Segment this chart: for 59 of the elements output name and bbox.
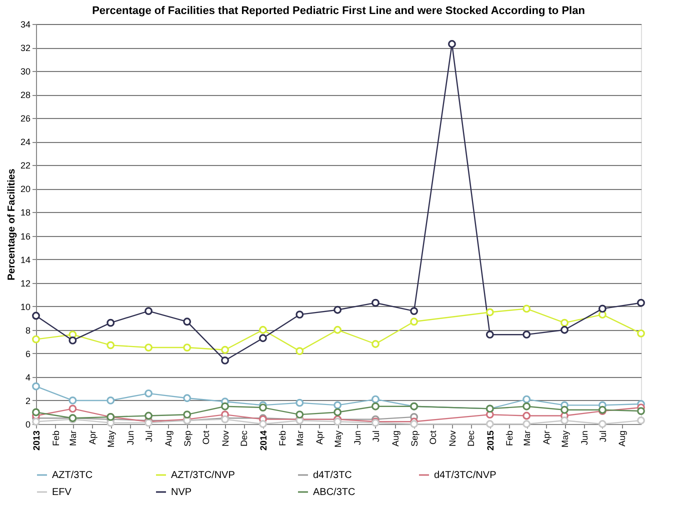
x-tick-label: Apr <box>87 430 98 445</box>
legend-label: AZT/3TC <box>52 470 93 481</box>
x-tick-label: Apr <box>541 430 552 445</box>
x-tick-label: Sep <box>182 430 193 447</box>
x-tick-label: 2014 <box>258 430 268 451</box>
y-tick-label: 26 <box>20 114 30 124</box>
y-tick-label: 22 <box>20 160 30 171</box>
legend-label: EFV <box>52 487 72 498</box>
x-tick-label: May <box>333 430 344 448</box>
y-tick-label: 32 <box>20 43 30 54</box>
y-tick-label: 34 <box>20 20 30 30</box>
y-tick-label: 4 <box>25 372 30 382</box>
legend-label: d4T/3TC <box>313 470 352 481</box>
x-tick-label: Nov <box>447 430 458 447</box>
y-tick-label: 16 <box>20 231 30 242</box>
x-tick-label: Aug <box>163 430 174 447</box>
x-tick-label: Aug <box>390 430 400 447</box>
y-tick-label: 2 <box>25 396 30 406</box>
x-tick-label: Jul <box>370 430 381 442</box>
x-tick-label: Jun <box>579 430 590 446</box>
y-tick-label: 18 <box>20 208 30 218</box>
legend-label: NVP <box>171 487 192 498</box>
y-tick-label: 14 <box>20 254 30 265</box>
x-tick-label: Oct <box>201 430 212 445</box>
x-tick-label: Mar <box>295 430 306 446</box>
y-tick-label: 8 <box>25 325 30 336</box>
y-tick-label: 20 <box>20 184 30 194</box>
x-tick-label: Jun <box>125 430 136 446</box>
x-tick-label: Dec <box>239 430 250 447</box>
x-tick-label: Jul <box>144 430 154 442</box>
x-tick-label: Feb <box>50 430 61 446</box>
x-tick-label: Jul <box>598 430 608 442</box>
x-tick-label: 2015 <box>485 430 496 451</box>
legend-label: ABC/3TC <box>313 487 356 498</box>
y-tick-label: 0 <box>25 420 30 430</box>
y-tick-label: 24 <box>20 137 30 148</box>
x-tick-label: Sep <box>410 430 420 447</box>
y-tick-label: 12 <box>20 278 30 288</box>
x-tick-label: Jun <box>352 430 362 446</box>
x-tick-label: 2013 <box>32 430 42 451</box>
x-tick-label: Aug <box>617 430 628 447</box>
x-tick-label: May <box>106 430 116 448</box>
x-tick-label: Mar <box>68 430 78 446</box>
legend-label: d4T/3TC/NVP <box>434 470 497 481</box>
y-tick-label: 30 <box>20 66 30 77</box>
y-tick-label: 6 <box>25 348 30 359</box>
x-tick-label: Feb <box>278 430 288 446</box>
x-tick-label: Dec <box>466 430 476 447</box>
y-tick-label: 28 <box>20 90 30 100</box>
x-tick-label: May <box>560 430 570 448</box>
x-tick-label: Mar <box>522 430 532 446</box>
y-tick-label: 10 <box>20 302 30 312</box>
legend-label: AZT/3TC/NVP <box>171 470 236 481</box>
chart-title: Percentage of Facilities that Reported Pediatric First Line and were Stocked According to Plan <box>92 5 586 17</box>
y-axis-title: Percentage of Facilities <box>6 168 18 280</box>
x-tick-label: Feb <box>504 430 515 446</box>
x-tick-label: Oct <box>428 430 438 445</box>
x-tick-label: Nov <box>220 430 231 447</box>
x-tick-label: Apr <box>314 430 324 445</box>
